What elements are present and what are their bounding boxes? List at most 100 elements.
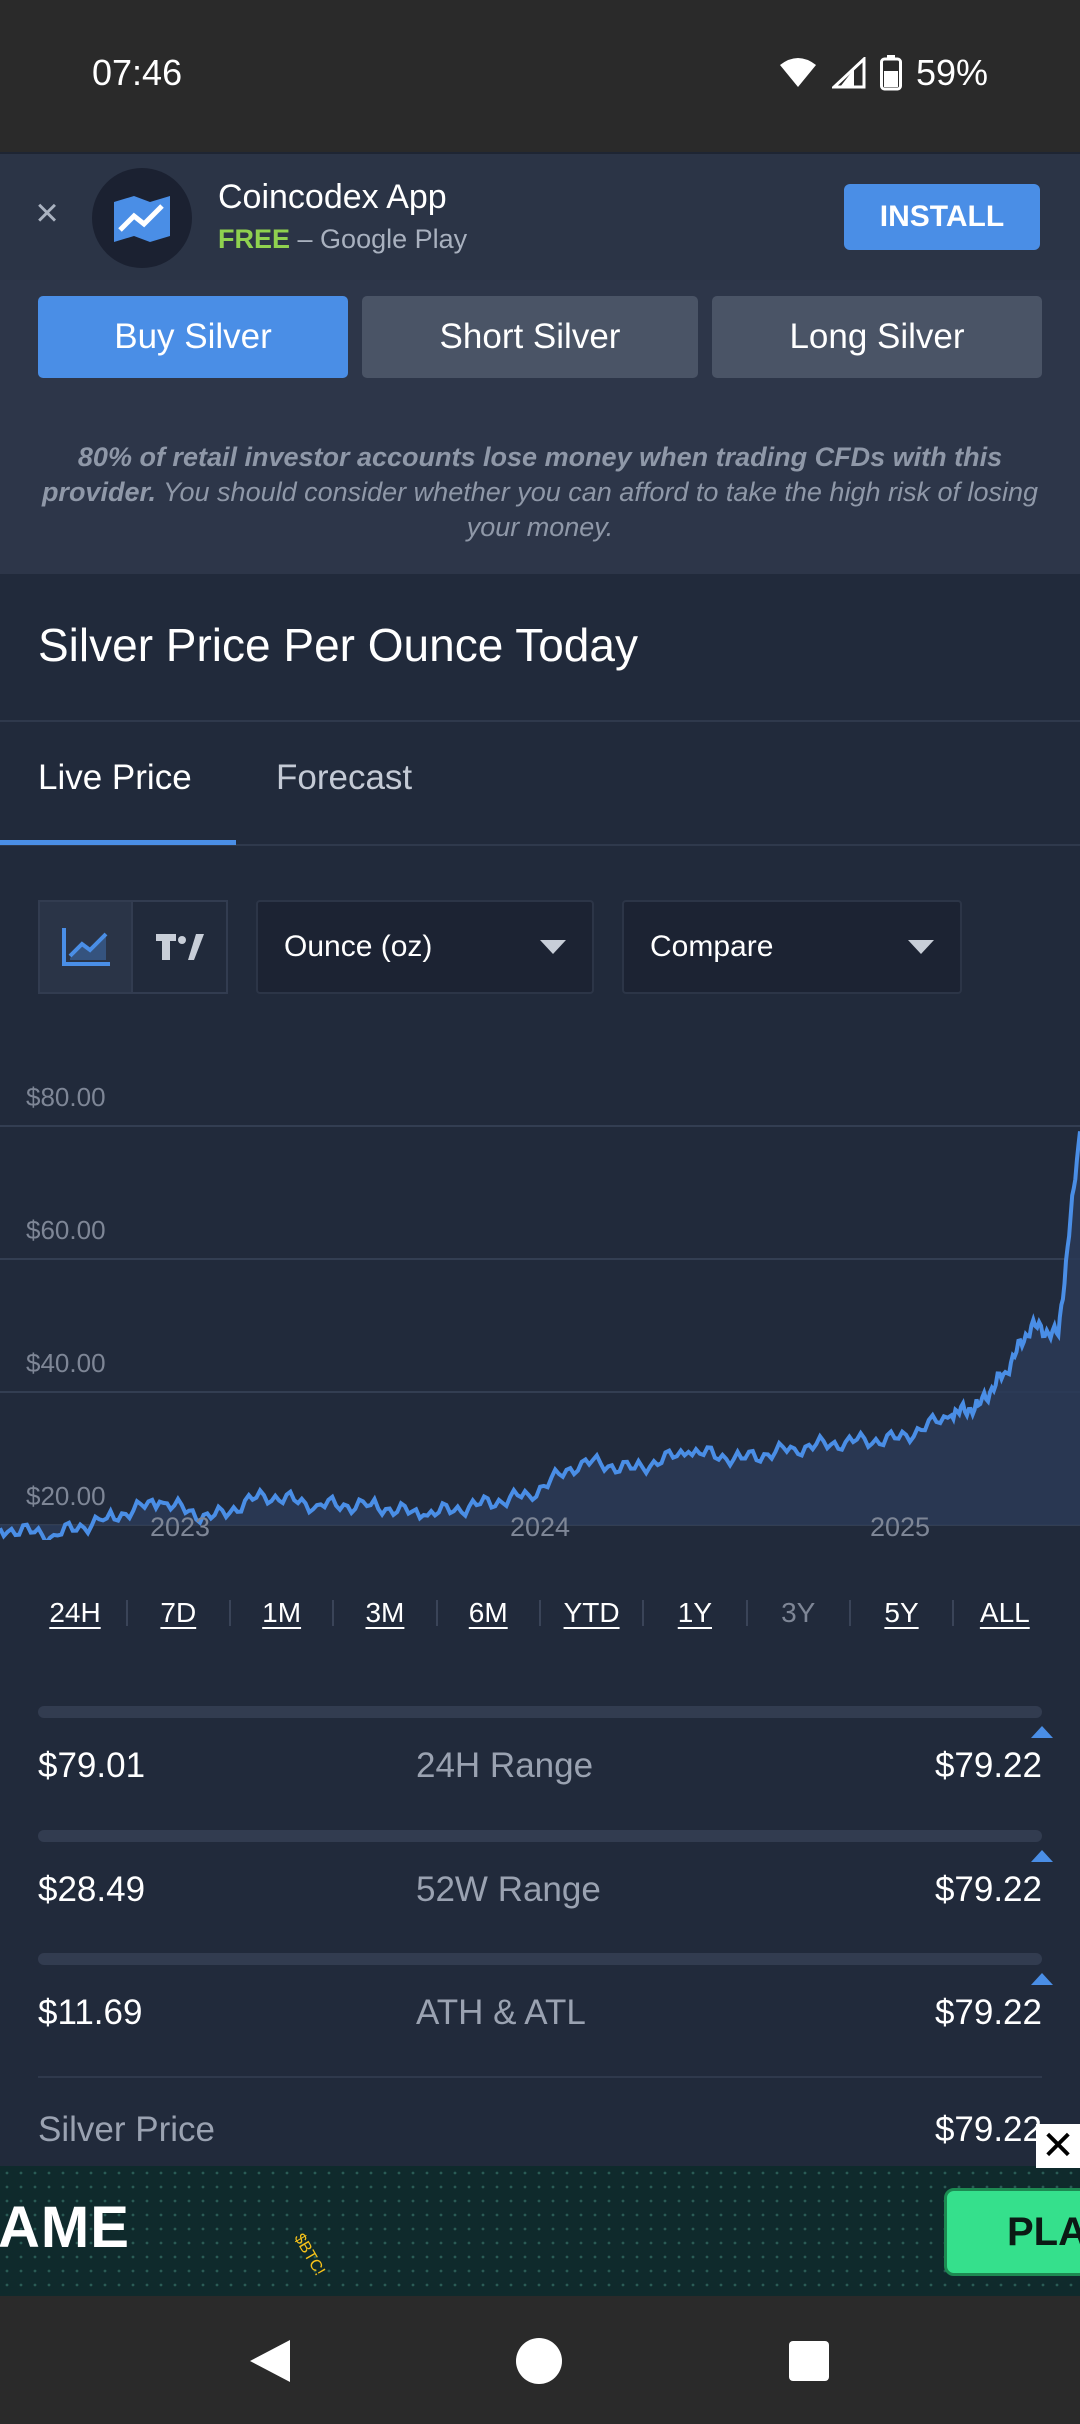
disclaimer-bold: 80% of retail investor accounts lose mon… — [41, 442, 1003, 507]
divider — [0, 720, 1080, 722]
signal-icon — [831, 57, 866, 89]
time-range-selector: 24H 7D 1M 3M 6M YTD 1Y 3Y 5Y ALL — [38, 1588, 1042, 1638]
ad-background-dots — [0, 2166, 1080, 2296]
tab-forecast[interactable]: Forecast — [276, 758, 413, 797]
range-row: $79.01 24H Range $79.22 — [38, 1746, 1042, 1796]
range-high: $79.22 — [934, 1993, 1042, 2032]
line-chart-button[interactable] — [40, 902, 134, 992]
buy-silver-button[interactable]: Buy Silver — [38, 296, 348, 378]
silver-price-label: Silver Price — [38, 2110, 215, 2149]
status-time: 07:46 — [92, 52, 183, 93]
range-marker — [1031, 1973, 1053, 1985]
range-label: 24H Range — [416, 1746, 594, 1785]
wifi-icon — [779, 58, 816, 87]
time-range-5y[interactable]: 5Y — [884, 1597, 919, 1628]
range-row: $11.69 ATH & ATL $79.22 — [38, 1993, 1042, 2043]
compare-select-value: Compare — [650, 930, 774, 963]
unit-select-value: Ounce (oz) — [284, 930, 433, 963]
status-bar: 07:46 59% — [0, 0, 1080, 152]
long-silver-button[interactable]: Long Silver — [712, 296, 1042, 378]
range-marker — [1031, 1726, 1053, 1738]
range-row: $28.49 52W Range $79.22 — [38, 1870, 1042, 1920]
y-tick-label: $60.00 — [26, 1215, 106, 1245]
cta-buttons: Buy Silver Short Silver Long Silver — [38, 296, 1042, 378]
chevron-down-icon — [908, 940, 934, 954]
time-range-6m[interactable]: 6M — [468, 1597, 508, 1628]
range-low: $28.49 — [38, 1870, 146, 1909]
banner-close-icon[interactable]: × — [35, 191, 59, 235]
banner-store: – Google Play — [297, 224, 468, 254]
time-range-separator — [952, 1600, 955, 1626]
unit-select[interactable]: Ounce (oz) — [256, 900, 594, 994]
page-title: Silver Price Per Ounce Today — [38, 619, 638, 671]
time-range-separator — [642, 1600, 645, 1626]
range-bar — [38, 1953, 1042, 1965]
range-low: $79.01 — [38, 1746, 146, 1785]
ad-banner[interactable]: AME $BTC! PLA — [0, 2166, 1080, 2296]
cta-area: Buy Silver Short Silver Long Silver 80% … — [0, 280, 1080, 574]
time-range-ytd[interactable]: YTD — [563, 1597, 620, 1628]
price-area — [0, 1131, 1080, 1540]
time-range-separator — [332, 1600, 335, 1626]
banner-subtitle: FREE – Google Play — [218, 224, 467, 255]
range-low: $11.69 — [38, 1993, 143, 2032]
x-tick-label: 2023 — [150, 1512, 210, 1540]
time-range-separator — [228, 1600, 231, 1626]
short-silver-button[interactable]: Short Silver — [362, 296, 698, 378]
time-range-separator — [538, 1600, 541, 1626]
range-bar — [38, 1830, 1042, 1842]
navigation-bar — [0, 2296, 1080, 2424]
y-tick-label: $80.00 — [26, 1082, 106, 1112]
time-range-separator — [435, 1600, 438, 1626]
time-range-separator — [745, 1600, 748, 1626]
time-range-all[interactable]: ALL — [979, 1597, 1030, 1628]
price-chart[interactable]: $80.00 $60.00 $40.00 $20.00 2023 2024 2025 — [0, 1040, 1080, 1540]
banner-free-label: FREE — [218, 224, 291, 254]
y-tick-label: $40.00 — [26, 1348, 106, 1378]
range-high: $79.22 — [934, 1870, 1042, 1909]
range-bar — [38, 1706, 1042, 1718]
home-icon[interactable] — [514, 2336, 564, 2386]
time-range-7d[interactable]: 7D — [160, 1597, 197, 1628]
app-install-banner: × Coincodex App FREE – Google Play INSTA… — [0, 152, 1080, 280]
ad-play-button[interactable]: PLA — [944, 2188, 1080, 2276]
time-range-1m[interactable]: 1M — [262, 1597, 302, 1628]
install-button[interactable]: INSTALL — [844, 184, 1040, 250]
back-icon[interactable] — [246, 2336, 294, 2386]
ad-close-icon[interactable]: ✕ — [1036, 2124, 1080, 2168]
silver-price-value: $79.22 — [934, 2110, 1042, 2149]
line-chart-icon — [61, 928, 110, 966]
time-range-3y[interactable]: 3Y — [781, 1597, 816, 1628]
time-range-3m[interactable]: 3M — [365, 1597, 405, 1628]
compare-select[interactable]: Compare — [622, 900, 962, 994]
tab-live-price[interactable]: Live Price — [38, 758, 192, 797]
x-tick-label: 2024 — [510, 1512, 570, 1540]
time-range-1y[interactable]: 1Y — [677, 1597, 712, 1628]
tradingview-button[interactable] — [133, 902, 226, 992]
risk-disclaimer: 80% of retail investor accounts lose mon… — [30, 440, 1050, 545]
chart-type-toggle — [38, 900, 228, 994]
time-range-separator — [848, 1600, 851, 1626]
price-line — [0, 1131, 1080, 1540]
active-tab-indicator — [0, 840, 236, 845]
battery-percent: 59% — [915, 52, 988, 93]
y-tick-label: $20.00 — [26, 1481, 106, 1511]
time-range-24h[interactable]: 24H — [49, 1597, 101, 1628]
divider — [38, 2076, 1042, 2078]
status-icons: 59% — [778, 52, 988, 94]
range-label: 52W Range — [416, 1870, 601, 1909]
battery-icon — [879, 55, 902, 91]
price-tabs: Live Price Forecast — [0, 722, 1080, 846]
time-range-separator — [125, 1600, 128, 1626]
coincodex-logo — [92, 168, 192, 268]
x-tick-label: 2025 — [870, 1512, 930, 1540]
range-label: ATH & ATL — [416, 1993, 586, 2032]
chevron-down-icon — [540, 940, 566, 954]
banner-title: Coincodex App — [218, 178, 447, 216]
range-marker — [1031, 1850, 1053, 1862]
tradingview-icon — [155, 934, 204, 960]
disclaimer-rest: You should consider whether you can affo… — [163, 477, 1039, 542]
range-high: $79.22 — [934, 1746, 1042, 1785]
recents-icon[interactable] — [788, 2340, 830, 2382]
ad-headline: AME — [0, 2195, 130, 2260]
